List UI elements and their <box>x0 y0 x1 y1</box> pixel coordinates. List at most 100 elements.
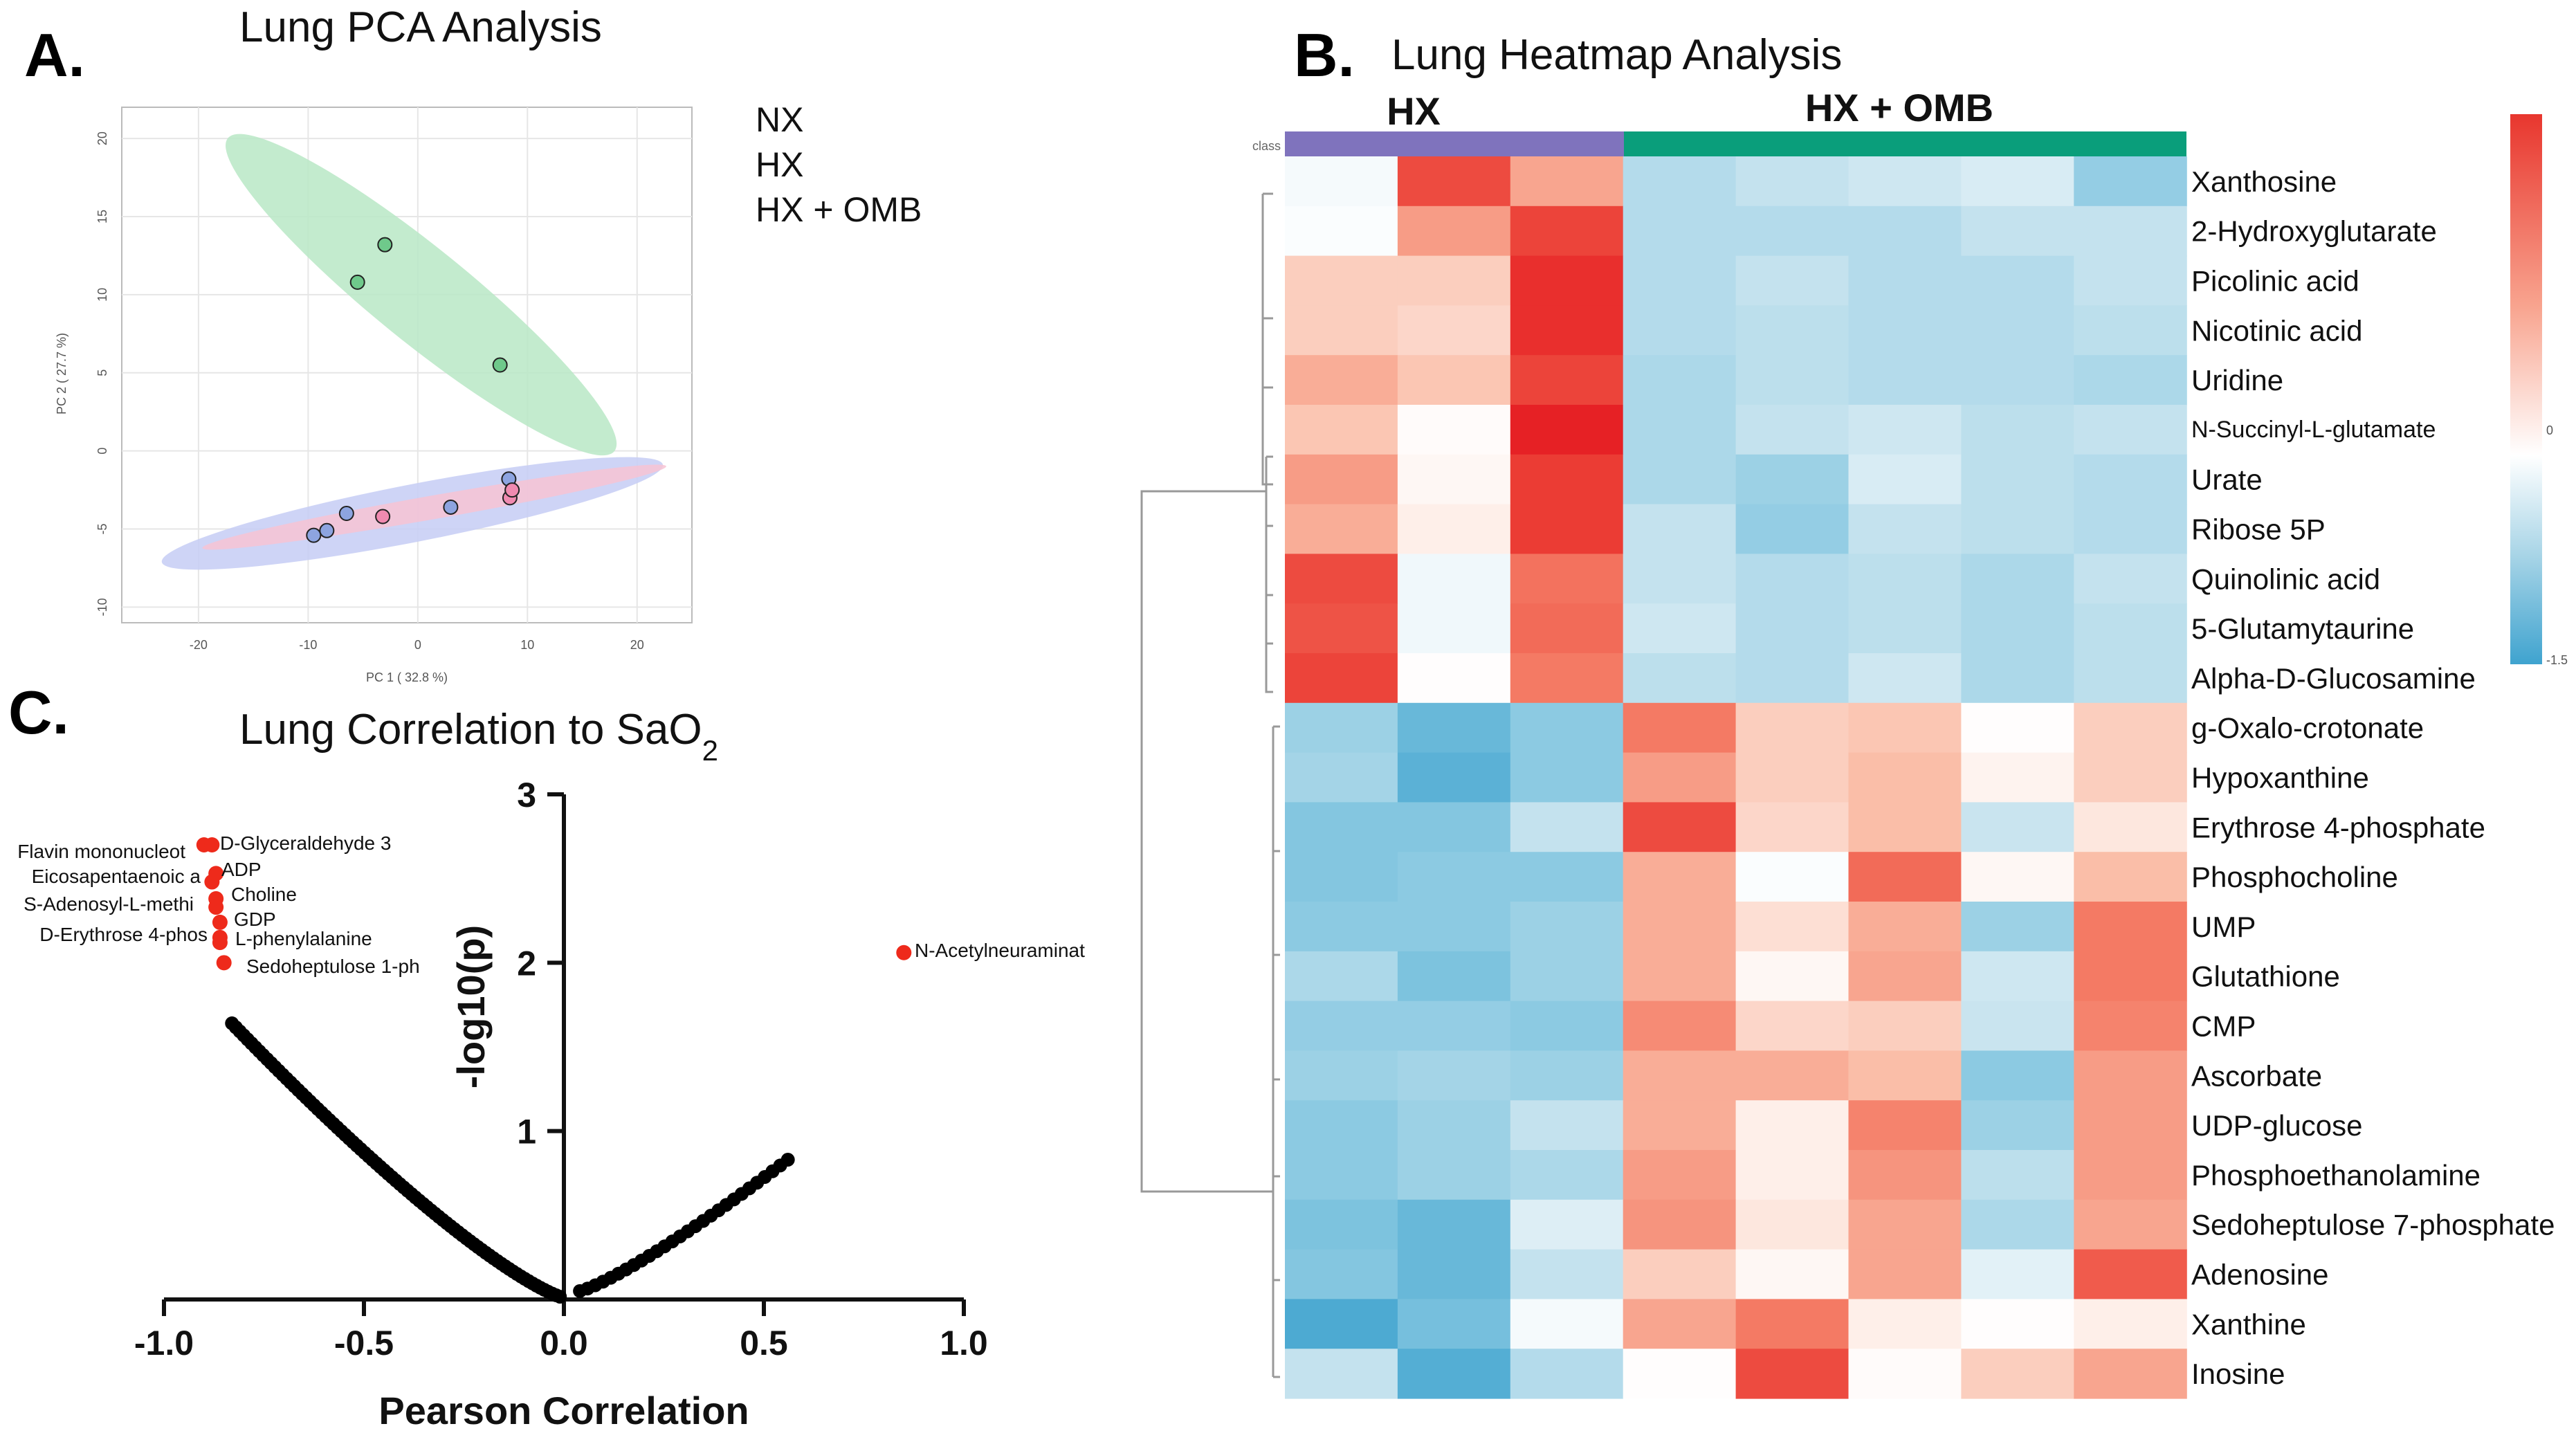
corr-significant-label: Flavin mononucleot <box>17 841 185 862</box>
heatmap-color-scale <box>2510 114 2542 664</box>
heatmap-cell <box>1961 355 2074 405</box>
pca-point <box>319 522 335 538</box>
heatmap-cell <box>1848 702 1962 754</box>
pca-point <box>377 237 393 253</box>
heatmap-cell <box>1848 1050 1962 1101</box>
heatmap-row-label: Quinolinic acid <box>2191 563 2380 595</box>
corr-significant-label: N-Acetylneuraminat <box>915 940 1085 961</box>
heatmap-cell <box>1848 1199 1962 1250</box>
heatmap-cell <box>1961 603 2074 654</box>
heatmap-cell <box>2074 603 2187 654</box>
heatmap-cell <box>2074 702 2187 754</box>
heatmap-cell <box>1285 752 1398 803</box>
corr-significant-label: D-Erythrose 4-phos <box>39 924 208 945</box>
heatmap-cell <box>1397 1050 1511 1101</box>
heatmap-cell <box>1848 1001 1962 1051</box>
heatmap-cell <box>1510 1001 1624 1051</box>
heatmap-cell <box>1285 1050 1398 1101</box>
heatmap-row-label: UDP-glucose <box>2191 1109 2362 1142</box>
heatmap-cell <box>1623 1299 1737 1349</box>
heatmap-cell <box>1623 653 1737 704</box>
heatmap-cell <box>2074 852 2187 902</box>
pca-y-label: PC 2 ( 27.7 %) <box>55 333 68 414</box>
heatmap-row-label: Ribose 5P <box>2191 513 2326 546</box>
heatmap-cell <box>1848 454 1962 505</box>
heatmap-cell <box>1510 1100 1624 1151</box>
corr-y-tick: 1 <box>517 1113 536 1151</box>
corr-significant-label: Sedoheptulose 1-ph <box>246 956 420 977</box>
heatmap-cell <box>1961 454 2074 505</box>
heatmap-cell <box>1623 902 1737 952</box>
heatmap-cell <box>1961 802 2074 852</box>
heatmap-cell <box>1735 603 1849 654</box>
heatmap-cell <box>1623 852 1737 902</box>
heatmap-cell <box>1397 653 1511 704</box>
pca-point <box>443 499 459 515</box>
heatmap-cell <box>1735 702 1849 754</box>
pca-x-tick: 20 <box>630 638 644 652</box>
heatmap-cell <box>1623 1199 1737 1250</box>
corr-x-label: Pearson Correlation <box>378 1389 749 1432</box>
corr-significant-point <box>212 935 228 951</box>
corr-significant-label: Eicosapentaenoic a <box>32 866 201 887</box>
heatmap-cell <box>1285 1150 1398 1201</box>
heatmap-row-label: Picolinic acid <box>2191 265 2359 298</box>
heatmap-cell <box>1961 702 2074 754</box>
corr-y-label: -log10(p) <box>449 925 493 1088</box>
pca-legend-hx: HX <box>756 145 803 184</box>
heatmap-cell <box>2074 1249 2187 1299</box>
heatmap-cell <box>1397 951 1511 1002</box>
heatmap-cell <box>1735 1349 1849 1399</box>
heatmap-class-bar-hx-omb <box>1624 131 2186 156</box>
heatmap-cell <box>1961 1299 2074 1349</box>
heatmap-row-label: Glutathione <box>2191 960 2340 993</box>
pca-y-tick: 5 <box>95 369 109 376</box>
heatmap-row-label: Ascorbate <box>2191 1059 2322 1092</box>
pca-point <box>504 482 520 498</box>
heatmap-cell <box>1848 405 1962 455</box>
heatmap-cell <box>1961 1001 2074 1051</box>
heatmap-cell <box>1623 702 1737 754</box>
heatmap-cell <box>1623 156 1737 207</box>
heatmap-cell <box>2074 255 2187 306</box>
corr-significant-point <box>204 837 220 852</box>
heatmap-cell <box>1623 355 1737 405</box>
corr-title-subscript: 2 <box>702 734 718 767</box>
heatmap-cell <box>1623 752 1737 803</box>
heatmap-cell <box>2074 802 2187 852</box>
heatmap-cell <box>1397 752 1511 803</box>
heatmap-cell <box>1510 1050 1624 1101</box>
heatmap-cell <box>1961 554 2074 604</box>
heatmap-cell <box>1397 1299 1511 1349</box>
heatmap-cell <box>1397 554 1511 604</box>
heatmap-cell <box>1961 206 2074 257</box>
heatmap-cell <box>1735 454 1849 505</box>
panel-a-letter: A. <box>24 21 85 89</box>
pca-ellipses <box>161 134 666 570</box>
heatmap-cell <box>1848 305 1962 356</box>
heatmap-cell <box>1285 1001 1398 1051</box>
pca-point <box>349 274 365 290</box>
corr-point <box>780 1153 795 1167</box>
heatmap-cell <box>1285 1100 1398 1151</box>
pca-x-tick: -20 <box>190 638 208 652</box>
heatmap-group-hx: HX <box>1387 89 1441 133</box>
heatmap-cell <box>1848 1349 1962 1399</box>
heatmap-cell <box>1510 156 1624 207</box>
heatmap-cell <box>1735 554 1849 604</box>
corr-significant-label: L-phenylalanine <box>235 928 372 949</box>
corr-significant-point <box>212 914 228 930</box>
heatmap-cell <box>1397 305 1511 356</box>
heatmap-row-labels: Xanthosine 2-Hydroxyglutarate Picolinic ac… <box>2191 165 2555 1390</box>
pca-point <box>375 509 391 524</box>
heatmap-cell <box>2074 206 2187 257</box>
heatmap-cell <box>1623 405 1737 455</box>
corr-significant-point <box>896 944 912 960</box>
heatmap-cell <box>1510 802 1624 852</box>
heatmap-group-hx-omb: HX + OMB <box>1805 86 1993 129</box>
heatmap-cell <box>1397 1249 1511 1299</box>
heatmap-cell <box>1623 255 1737 306</box>
corr-significant-point <box>208 866 224 882</box>
heatmap-cell <box>2074 653 2187 704</box>
heatmap-cell <box>1623 206 1737 257</box>
